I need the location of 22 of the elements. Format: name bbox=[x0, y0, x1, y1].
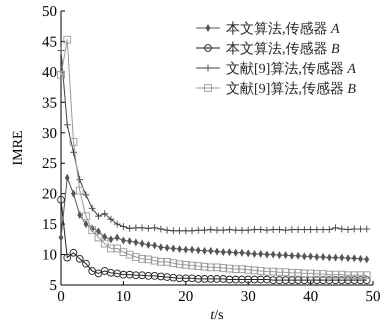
x-tick-label: 40 bbox=[303, 289, 318, 305]
x-tick-label: 50 bbox=[366, 289, 380, 305]
y-tick-label: 15 bbox=[42, 217, 57, 234]
y-tick-label: 30 bbox=[42, 126, 57, 142]
legend-label: 文献[9]算法,传感器 B bbox=[226, 81, 356, 97]
legend-label: 文献[9]算法,传感器 A bbox=[226, 61, 356, 77]
y-tick-label: 10 bbox=[42, 248, 57, 264]
y-axis-title: IMRE bbox=[11, 130, 26, 166]
x-tick-label: 10 bbox=[116, 289, 131, 305]
y-tick-label: 20 bbox=[42, 186, 57, 203]
y-tick-label: 50 bbox=[42, 4, 57, 20]
y-tick-label: 5 bbox=[50, 278, 57, 294]
y-tick-label: 45 bbox=[42, 34, 57, 50]
x-tick-label: 0 bbox=[57, 289, 65, 305]
y-tick-label: 40 bbox=[42, 64, 57, 81]
y-tick-label: 25 bbox=[42, 156, 57, 172]
y-tick-label: 35 bbox=[42, 95, 57, 112]
x-tick-label: 20 bbox=[178, 289, 194, 305]
x-tick-label: 30 bbox=[240, 289, 256, 305]
legend-label: 本文算法,传感器 A bbox=[226, 21, 340, 37]
legend-label: 本文算法,传感器 B bbox=[226, 41, 340, 57]
x-axis-title: t/s bbox=[210, 308, 224, 323]
